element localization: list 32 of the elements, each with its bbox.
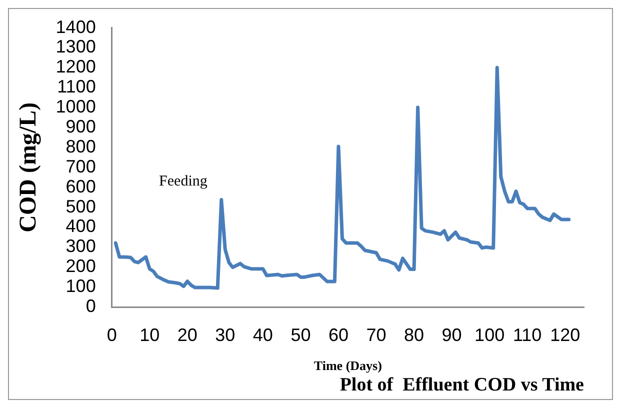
- y-tick-label: 300: [66, 236, 96, 256]
- annotation: Feeding: [159, 173, 208, 190]
- y-tick-label: 400: [66, 216, 96, 236]
- y-tick-label: 500: [66, 196, 96, 216]
- x-tick-label: 80: [404, 324, 424, 345]
- x-tick-label: 110: [512, 324, 542, 345]
- x-tick-label: 70: [366, 324, 386, 345]
- x-tick-label: 90: [442, 324, 462, 345]
- x-tick-label: 50: [290, 324, 311, 345]
- y-axis-title: COD (mg/L): [16, 102, 42, 232]
- x-tick-label: 100: [474, 324, 505, 345]
- x-tick-label: 30: [215, 324, 236, 345]
- x-tick-label: 10: [140, 324, 160, 345]
- x-tick-label: 120: [550, 324, 580, 345]
- y-tick-label: 1200: [56, 56, 96, 77]
- x-tick-label: 0: [106, 324, 117, 345]
- x-tick-label: 40: [252, 324, 273, 345]
- x-tick-label: 60: [328, 324, 348, 345]
- y-tick-label: 100: [66, 276, 96, 296]
- y-tick-label: 900: [66, 116, 96, 136]
- y-tick-label: 700: [66, 156, 96, 176]
- y-tick-label: 800: [66, 136, 96, 156]
- x-axis-title: Time (Days): [314, 358, 382, 373]
- y-tick-label: 1300: [56, 36, 96, 57]
- text: Plot of Effluent COD vs Time: [340, 374, 584, 396]
- x-tick-label: 20: [177, 324, 198, 345]
- y-tick-label: 200: [66, 256, 96, 276]
- y-tick-label: 1000: [56, 96, 96, 117]
- y-tick-label: 0: [86, 296, 96, 316]
- y-tick-label: 1400: [56, 16, 96, 37]
- y-tick-label: 1100: [57, 76, 96, 97]
- y-tick-label: 600: [66, 176, 96, 196]
